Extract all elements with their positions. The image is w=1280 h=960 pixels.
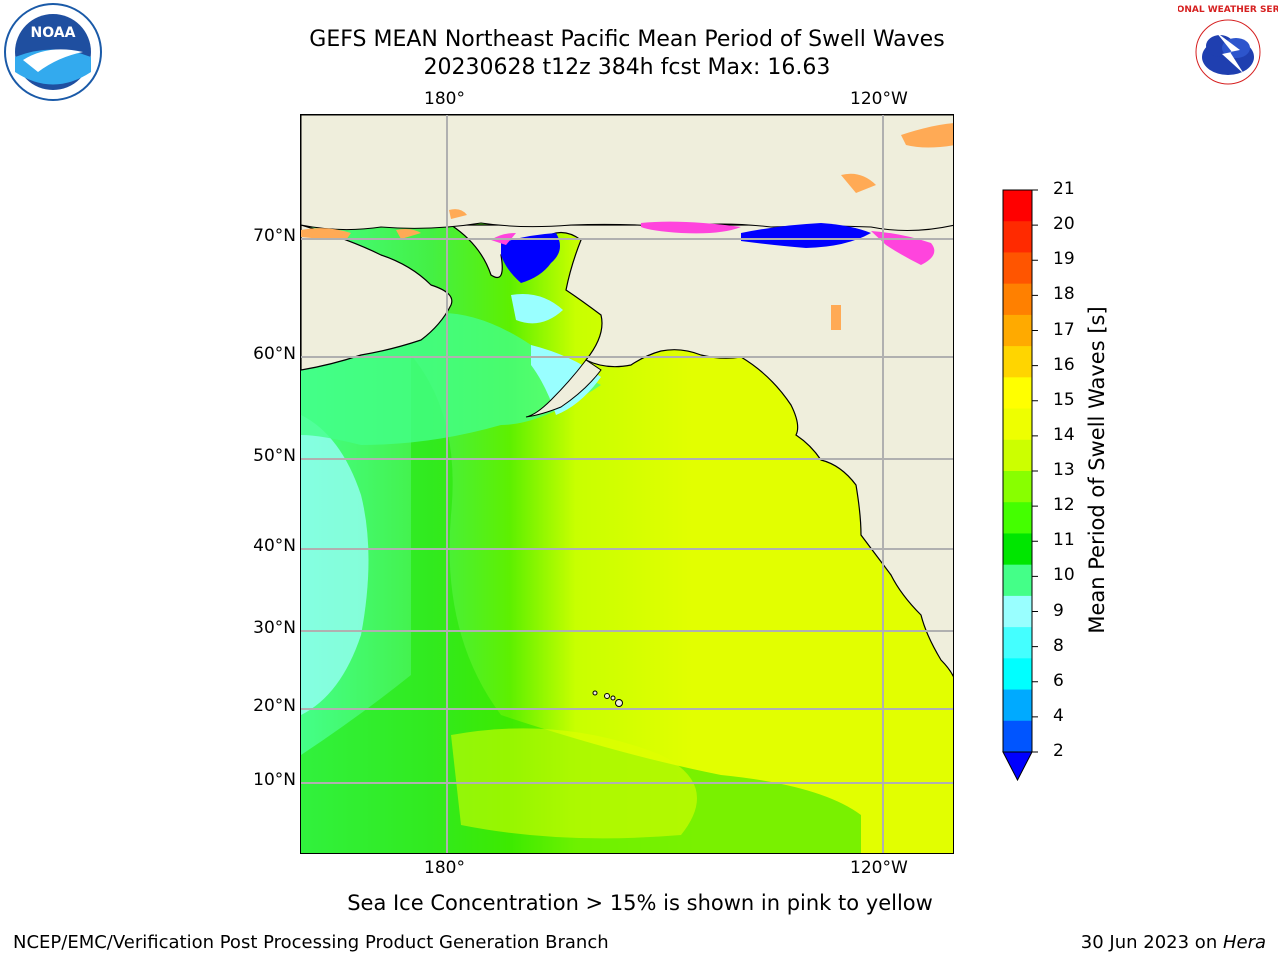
colorbar-tick-label: 9 bbox=[1053, 600, 1064, 621]
colorbar-swatch bbox=[1003, 221, 1032, 253]
noaa-logo: NOAA bbox=[3, 2, 103, 102]
lon-tick-bottom-180: 180° bbox=[424, 858, 465, 878]
colorbar-swatch bbox=[1003, 283, 1032, 316]
map-panel bbox=[300, 114, 954, 854]
colorbar-tick-label: 18 bbox=[1053, 284, 1075, 305]
colorbar-tick-label: 10 bbox=[1053, 565, 1075, 586]
colorbar-swatch bbox=[1003, 252, 1032, 285]
footer-credit: NCEP/EMC/Verification Post Processing Pr… bbox=[13, 932, 609, 953]
colorbar-tick-label: 21 bbox=[1053, 179, 1075, 199]
lat-tick-60n: 60°N bbox=[253, 344, 296, 364]
noaa-logo-text: NOAA bbox=[31, 25, 76, 41]
colorbar-tick-label: 2 bbox=[1053, 741, 1064, 761]
colorbar-swatch bbox=[1003, 471, 1032, 503]
ocean-cyan-norton bbox=[511, 294, 563, 324]
ocean-cyan-patch bbox=[301, 415, 369, 715]
nws-logo: NATIONAL WEATHER SERVICE bbox=[1153, 2, 1280, 102]
lon-tick-bottom-120w: 120°W bbox=[850, 858, 908, 878]
colorbar-swatch bbox=[1003, 408, 1032, 441]
colorbar-swatch bbox=[1003, 720, 1032, 753]
footer-machine: Hera bbox=[1222, 932, 1266, 953]
colorbar-swatch bbox=[1003, 627, 1032, 659]
ocean-green-band bbox=[301, 355, 861, 853]
colorbar-tick-label: 20 bbox=[1053, 214, 1075, 235]
colorbar-swatch bbox=[1003, 190, 1032, 222]
colorbar-tick-label: 15 bbox=[1053, 389, 1075, 410]
ocean-cyan-bristol bbox=[531, 345, 601, 415]
footer-date: 30 Jun 2023 on Hera bbox=[1081, 932, 1266, 953]
sea-ice-note: Sea Ice Concentration > 15% is shown in … bbox=[347, 891, 933, 915]
colorbar-swatch bbox=[1003, 689, 1032, 722]
hawaii-islands bbox=[592, 690, 623, 707]
map-title: GEFS MEAN Northeast Pacific Mean Period … bbox=[309, 27, 945, 52]
lon-tick-top-180: 180° bbox=[424, 89, 465, 109]
colorbar-swatch bbox=[1003, 346, 1032, 378]
lat-tick-40n: 40°N bbox=[253, 536, 296, 556]
colorbar-tick-label: 11 bbox=[1053, 530, 1075, 551]
colorbar-swatch bbox=[1003, 658, 1032, 691]
sea-ice-beaufort bbox=[741, 223, 871, 248]
colorbar bbox=[1002, 189, 1038, 782]
sea-ice-chukchi bbox=[501, 233, 560, 283]
land-arctic bbox=[301, 115, 953, 232]
colorbar-swatch bbox=[1003, 533, 1032, 566]
colorbar-tick-label: 8 bbox=[1053, 635, 1064, 656]
colorbar-swatch bbox=[1003, 377, 1032, 410]
colorbar-tick-label: 13 bbox=[1053, 460, 1075, 480]
sea-ice-magenta bbox=[491, 221, 935, 265]
lat-tick-50n: 50°N bbox=[253, 446, 296, 466]
colorbar-tick-label: 16 bbox=[1053, 354, 1075, 375]
colorbar-tick-label: 12 bbox=[1053, 495, 1075, 516]
nws-logo-text: NATIONAL WEATHER SERVICE bbox=[1178, 5, 1278, 15]
colorbar-tick-label: 19 bbox=[1053, 249, 1075, 270]
land-siberia bbox=[301, 224, 453, 371]
colorbar-tick-label: 17 bbox=[1053, 319, 1075, 340]
map-canvas bbox=[301, 115, 953, 853]
lat-tick-10n: 10°N bbox=[253, 770, 296, 790]
colorbar-tick-label: 14 bbox=[1053, 424, 1075, 445]
lat-tick-30n: 30°N bbox=[253, 618, 296, 638]
lat-tick-20n: 20°N bbox=[253, 696, 296, 716]
colorbar-swatch bbox=[1003, 564, 1032, 597]
colorbar-swatch bbox=[1003, 502, 1032, 534]
map-subtitle: 20230628 t12z 384h fcst Max: 16.63 bbox=[423, 55, 831, 80]
colorbar-tick-label: 4 bbox=[1053, 705, 1064, 726]
footer-date-text: 30 Jun 2023 on bbox=[1080, 932, 1223, 953]
colorbar-tick-label: 6 bbox=[1053, 670, 1064, 691]
colorbar-swatch bbox=[1003, 595, 1032, 628]
colorbar-swatch bbox=[1003, 314, 1032, 347]
colorbar-swatch bbox=[1003, 439, 1032, 472]
graticule bbox=[301, 115, 953, 853]
land-alaska-peninsula bbox=[525, 359, 602, 418]
lat-tick-70n: 70°N bbox=[253, 226, 296, 246]
colorbar-under-triangle bbox=[1002, 751, 1033, 782]
lon-tick-top-120w: 120°W bbox=[850, 89, 908, 109]
colorbar-label: Mean Period of Swell Waves [s] bbox=[1085, 306, 1109, 634]
